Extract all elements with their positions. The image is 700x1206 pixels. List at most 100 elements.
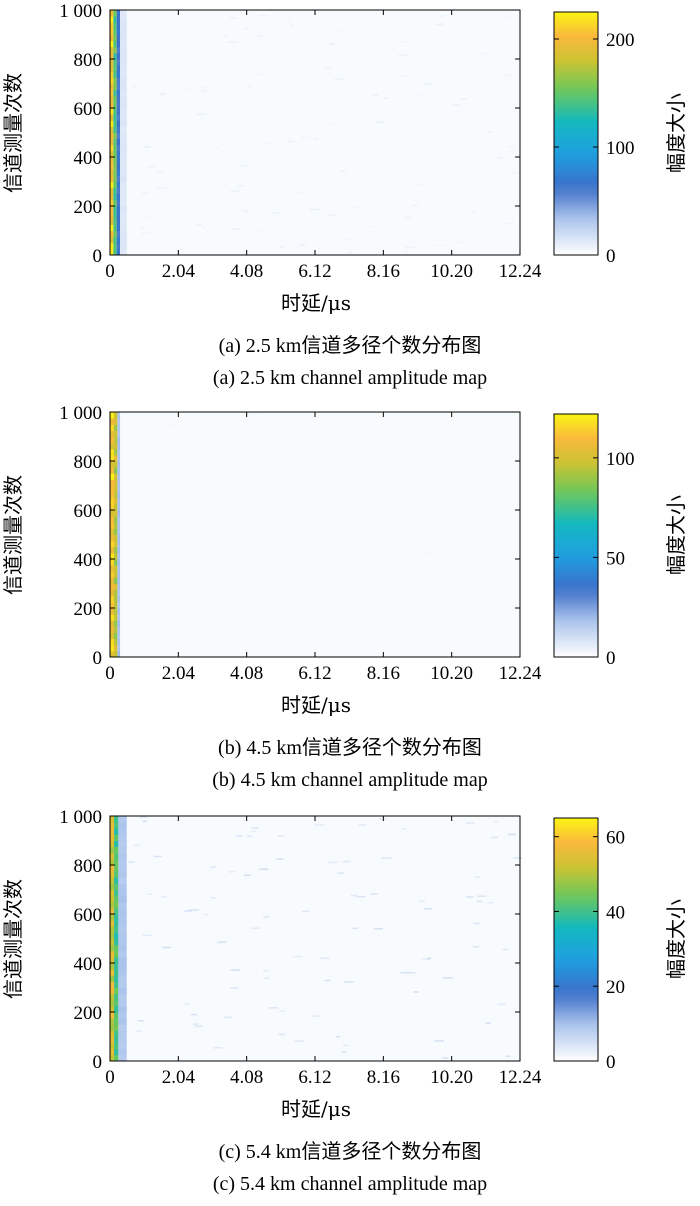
heatmap-cell: [117, 436, 121, 444]
heatmap-cell: [120, 28, 127, 35]
heatmap-cell: [116, 169, 121, 176]
heatmap-speckle: [198, 85, 208, 88]
heatmap-cell: [110, 650, 115, 658]
heatmap-cell: [116, 248, 121, 256]
heatmap-cell: [114, 503, 118, 511]
heatmap-speckle: [434, 512, 444, 514]
heatmap-cell: [117, 626, 121, 633]
heatmap-speckle: [428, 585, 434, 587]
heatmap-cell: [114, 522, 118, 529]
heatmap-speckle: [424, 552, 433, 554]
heatmap-cell: [118, 981, 127, 988]
heatmap-speckle: [142, 180, 147, 183]
heatmap-speckle: [143, 146, 151, 148]
heatmap-cell: [110, 224, 114, 231]
plot-frame: [109, 411, 521, 658]
heatmap-cell: [110, 534, 115, 542]
heatmap-cell: [113, 95, 117, 103]
axis-ticks: 0 2.04 4.08 6.12 8.16 10.20 12.24 0 200 400 600 800…: [59, 1, 542, 282]
heatmap-speckle: [411, 637, 421, 640]
heatmap-cell: [114, 577, 118, 584]
heatmap-cell: [120, 212, 127, 219]
heatmap-cell: [118, 822, 127, 829]
heatmap-speckle: [483, 531, 491, 533]
heatmap-cell: [116, 10, 121, 17]
heatmap-cell: [110, 969, 115, 976]
heatmap-cell: [110, 559, 115, 566]
heatmap-speckle: [466, 896, 474, 898]
heatmap-cell: [110, 516, 115, 523]
heatmap-cell: [110, 595, 115, 603]
heatmap-speckle: [405, 428, 410, 430]
heatmap-speckle: [237, 185, 245, 187]
heatmap-cell: [110, 840, 115, 848]
heatmap-speckle: [446, 569, 453, 572]
heatmap-cell: [110, 1018, 115, 1025]
heatmap-speckle: [298, 244, 306, 247]
heatmap-cell: [110, 999, 115, 1007]
heatmap-cell: [110, 126, 114, 133]
heatmap-cell: [113, 242, 117, 250]
heatmap-speckle: [286, 21, 291, 23]
heatmap-cell: [114, 865, 119, 872]
heatmap-cell: [113, 126, 117, 133]
heatmap-speckle: [242, 27, 250, 30]
heatmap-cell: [110, 1036, 115, 1044]
heatmap-cell: [116, 230, 121, 238]
heatmap-cell: [110, 950, 115, 958]
heatmap-speckle: [192, 1023, 199, 1025]
heatmap-speckle: [423, 907, 432, 910]
heatmap-cell: [120, 83, 127, 91]
heatmap-cell: [120, 77, 127, 84]
heatmap-speckle: [456, 543, 462, 546]
heatmap-cell: [118, 840, 127, 848]
axis-ticks: 0 2.04 4.08 6.12 8.16 10.20 12.24 0 200 400 600 800…: [59, 403, 542, 684]
heatmap-cell: [118, 1024, 127, 1031]
heatmap-speckle: [157, 187, 167, 190]
heatmap-cell: [117, 571, 121, 578]
y-axis-title: 信道测量次数: [1, 879, 25, 999]
heatmap-cell: [117, 595, 121, 603]
heatmap-cell: [113, 89, 117, 97]
heatmap-cell: [110, 546, 115, 554]
colorbar: 0 20 40 60: [553, 817, 625, 1073]
heatmap-cell: [118, 1005, 127, 1013]
heatmap-cell: [118, 1030, 127, 1037]
heatmap-cell: [118, 907, 127, 915]
heatmap-cell: [114, 932, 119, 939]
heatmap-speckle: [342, 1044, 349, 1047]
plot-frame: [109, 815, 521, 1062]
heatmap-cell: [114, 491, 118, 499]
axes-frames: [109, 815, 521, 1062]
heatmap-cell: [116, 157, 121, 164]
heatmap-speckle: [328, 578, 337, 581]
heatmap-cell: [118, 895, 127, 903]
heatmap-speckle: [184, 1003, 191, 1005]
heatmap-cell: [110, 926, 115, 933]
heatmap-cell: [120, 163, 127, 170]
heatmap-cell: [113, 169, 117, 176]
heatmap-speckle: [247, 835, 252, 838]
heatmap-speckle: [278, 492, 287, 494]
heatmap-cell: [113, 120, 117, 127]
x-axis-title: 时延/μs: [281, 693, 351, 717]
heatmap-cell: [116, 206, 121, 213]
heatmap-speckle: [431, 530, 442, 532]
heatmap-speckle: [197, 488, 204, 490]
heatmap-cell: [116, 65, 121, 72]
heatmap-speckle: [428, 437, 437, 439]
heatmap-cell: [114, 938, 119, 946]
heatmap-cell: [114, 975, 119, 982]
heatmap-cell: [117, 614, 121, 621]
heatmap-speckle: [396, 469, 404, 471]
heatmap-speckle: [441, 517, 449, 520]
heatmap-cell: [110, 16, 114, 23]
heatmap-speckle: [420, 568, 429, 570]
heatmap-cell: [114, 632, 118, 640]
colorbar-bar: [553, 817, 599, 1062]
heatmap-cell: [120, 187, 127, 195]
heatmap-speckle: [465, 487, 474, 490]
heatmap-speckle: [144, 509, 152, 511]
heatmap-cell: [113, 230, 117, 238]
caption-en: (c) 5.4 km channel amplitude map: [212, 1173, 488, 1195]
